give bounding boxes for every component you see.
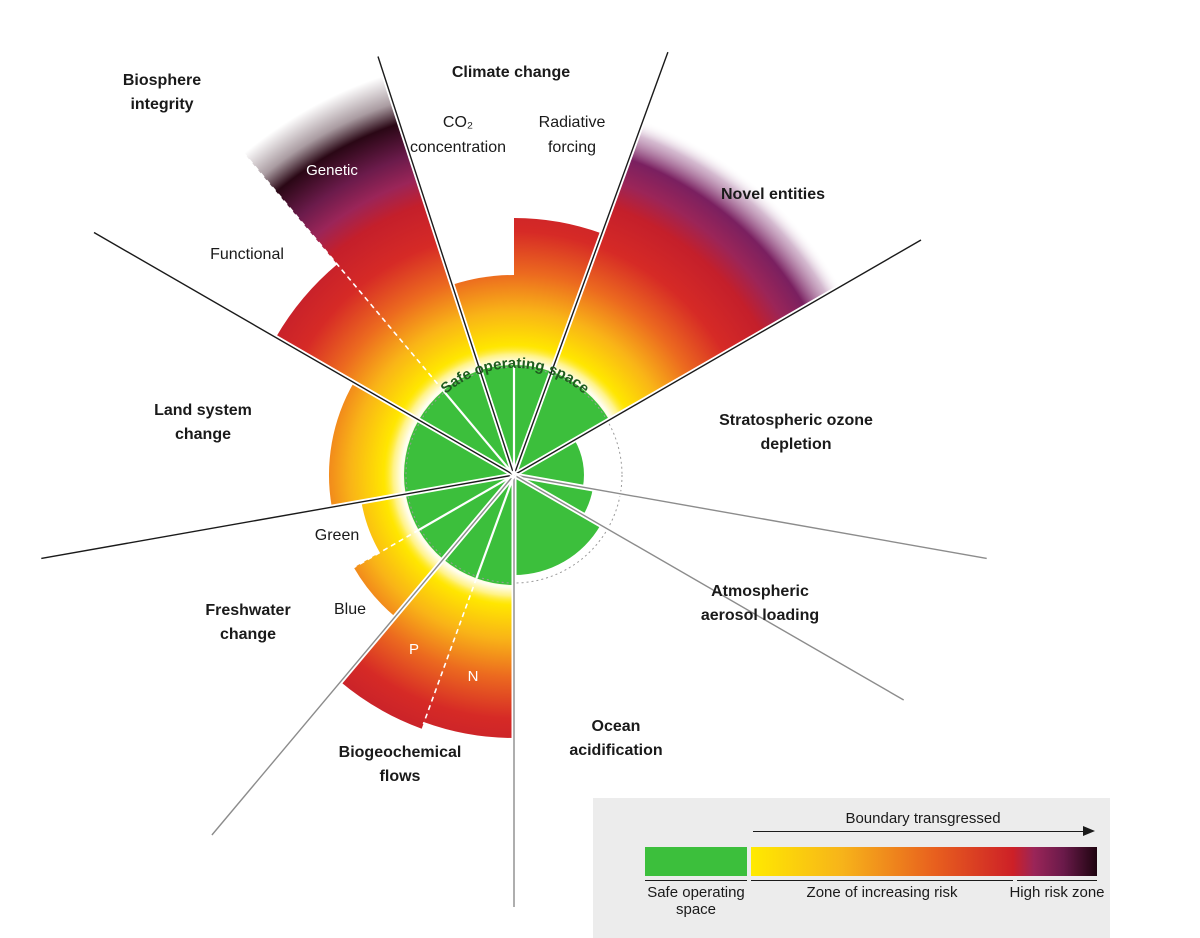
divider-w bbox=[93, 231, 515, 476]
legend-arrow-line bbox=[753, 831, 1088, 832]
divider-ne2 bbox=[513, 239, 922, 476]
divider-ne1 bbox=[513, 51, 669, 476]
safe-boundary-circle bbox=[405, 366, 623, 584]
label-ozone-1: Stratospheric ozone bbox=[719, 412, 873, 429]
divider-sw2 bbox=[41, 474, 515, 560]
label-freshwater-2: change bbox=[220, 626, 276, 643]
divider-sw1 bbox=[211, 474, 515, 836]
label-biogeo-1: Biogeochemical bbox=[339, 744, 462, 761]
green-blue-water bbox=[418, 475, 514, 560]
legend-label-risk: Zone of increasing risk bbox=[806, 884, 958, 901]
label-ocean-1: Ocean bbox=[592, 718, 641, 735]
sublabel-radiative-2: forcing bbox=[548, 139, 596, 156]
legend-label-high: High risk zone bbox=[1009, 884, 1105, 901]
sub-divider-0 bbox=[475, 474, 516, 579]
legend: Boundary transgressed Safe operating spa… bbox=[593, 798, 1110, 938]
sub-divider-1 bbox=[418, 474, 515, 531]
legend-underline-risk bbox=[751, 880, 1013, 881]
label-aerosol-1: Atmospheric bbox=[711, 583, 809, 600]
label-freshwater-1: Freshwater bbox=[205, 602, 290, 619]
sublabel-co2-2: concentration bbox=[410, 139, 506, 156]
label-biosphere-1: Biosphere bbox=[123, 72, 201, 89]
sublabel-functional: Functional bbox=[210, 246, 284, 263]
green-land bbox=[404, 420, 514, 495]
green-ozone bbox=[514, 440, 584, 488]
green-phosphorus bbox=[443, 475, 514, 579]
sublabel-n: N bbox=[468, 668, 479, 685]
label-ocean-2: acidification bbox=[569, 742, 662, 759]
label-land-2: change bbox=[175, 426, 231, 443]
divider-e bbox=[513, 474, 987, 560]
sub-divider-2 bbox=[442, 389, 515, 476]
legend-swatch-safe bbox=[645, 847, 747, 876]
green-green-water bbox=[405, 475, 514, 530]
legend-underline-high bbox=[1017, 880, 1097, 881]
label-aerosol-2: aerosol loading bbox=[701, 607, 819, 624]
label-ozone-2: depletion bbox=[760, 436, 831, 453]
sublabel-green: Green bbox=[315, 527, 359, 544]
green-genetic bbox=[443, 370, 514, 475]
legend-swatch-high bbox=[1013, 847, 1097, 876]
sublabel-radiative-1: Radiative bbox=[539, 114, 606, 131]
dash-p-n bbox=[422, 578, 478, 725]
label-biosphere-2: integrity bbox=[130, 96, 193, 113]
green-functional bbox=[418, 390, 514, 475]
legend-swatch-risk bbox=[751, 847, 1013, 876]
divider-n bbox=[377, 56, 515, 476]
dash-green-blue bbox=[349, 529, 420, 571]
sublabel-blue: Blue bbox=[334, 601, 366, 618]
label-land-1: Land system bbox=[154, 402, 252, 419]
sublabel-genetic: Genetic bbox=[306, 162, 358, 179]
arrow-right-icon bbox=[1083, 826, 1095, 836]
label-novel-entities: Novel entities bbox=[721, 186, 825, 203]
legend-label-safe: Safe operating space bbox=[647, 884, 745, 918]
divider-se1 bbox=[513, 474, 905, 701]
label-biogeo-2: flows bbox=[380, 768, 421, 785]
legend-underline-safe bbox=[645, 880, 747, 881]
legend-arrow-label: Boundary transgressed bbox=[845, 810, 1001, 827]
green-novel bbox=[514, 371, 610, 475]
dash-genetic-functional bbox=[224, 129, 444, 392]
label-climate-change: Climate change bbox=[452, 64, 570, 81]
sublabel-p: P bbox=[409, 641, 419, 658]
green-ocean bbox=[514, 475, 601, 575]
sublabel-co2-1: CO₂ bbox=[443, 114, 473, 131]
